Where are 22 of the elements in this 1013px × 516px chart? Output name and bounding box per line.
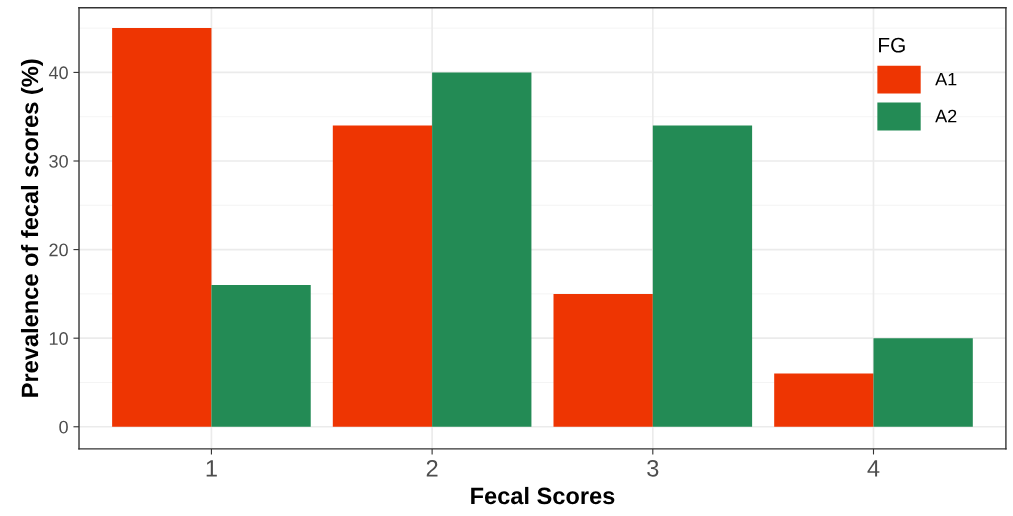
legend-label: A1 [935,72,957,86]
x-tick-label: 1 [206,460,217,477]
x-axis-title: Fecal Scores [471,486,615,505]
x-tick-label: 2 [426,459,438,477]
y-tick-label: 40 [48,66,68,80]
y-axis-title: Prevalence of fecal scores (%) [20,59,43,397]
x-tick-label: 4 [867,460,880,477]
bar [332,125,433,427]
legend-label: A2 [935,109,957,123]
y-tick-label: 20 [49,243,68,257]
bar [553,293,653,427]
bar [211,285,311,427]
bar [774,373,874,427]
y-tick-label: 30 [49,154,68,168]
bar [112,28,212,427]
y-tick-label: 10 [49,332,68,345]
x-tick-label: 3 [647,459,659,477]
bar [432,72,532,427]
y-tick-label: 0 [59,420,68,434]
legend-title: FG [879,37,905,53]
bar [652,125,753,427]
bar [873,338,973,427]
